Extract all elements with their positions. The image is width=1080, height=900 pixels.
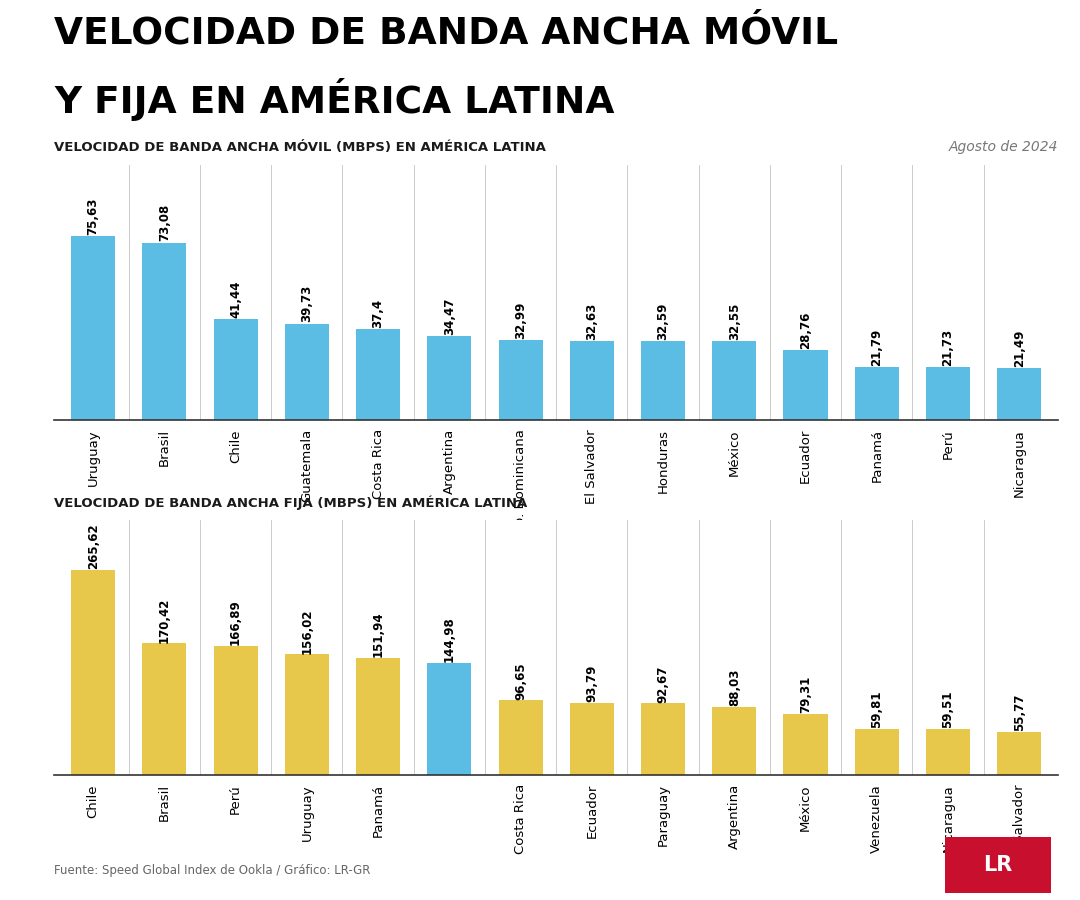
Text: 73,08: 73,08 [158,204,171,241]
Bar [428,663,472,775]
Text: 75,63: 75,63 [86,198,99,235]
Bar [71,570,116,775]
Text: 39,73: 39,73 [300,285,313,322]
Text: 151,94: 151,94 [372,611,384,657]
Bar [71,237,116,420]
Text: LR: LR [983,855,1013,875]
Text: 55,77: 55,77 [1013,694,1026,731]
Bar [997,732,1041,775]
Text: 37,4: 37,4 [372,299,384,328]
Bar [712,341,756,420]
Text: Y FIJA EN AMÉRICA LATINA: Y FIJA EN AMÉRICA LATINA [54,77,615,121]
Bar [143,644,187,775]
Text: 79,31: 79,31 [799,676,812,713]
Text: 59,51: 59,51 [942,690,955,728]
Text: VELOCIDAD DE BANDA ANCHA FIJA (MBPS) EN AMÉRICA LATINA: VELOCIDAD DE BANDA ANCHA FIJA (MBPS) EN … [54,495,527,509]
Bar [783,350,827,420]
Text: 41,44: 41,44 [229,281,242,318]
Bar [214,646,258,775]
Text: 21,79: 21,79 [870,328,883,366]
Text: 21,73: 21,73 [942,328,955,366]
Text: Colombia: Colombia [443,785,456,854]
Bar [640,704,685,775]
Text: 32,63: 32,63 [585,302,598,339]
Text: 96,65: 96,65 [514,662,527,699]
Bar [499,700,542,775]
Bar [570,703,613,775]
Bar [854,729,899,775]
Text: 59,81: 59,81 [870,690,883,728]
Text: 34,47: 34,47 [443,298,456,335]
Bar [997,368,1041,420]
Text: 32,59: 32,59 [657,302,670,339]
Bar [143,242,187,420]
Bar [926,367,970,420]
Text: Agosto de 2024: Agosto de 2024 [949,140,1058,155]
Bar [428,337,472,420]
Text: 32,99: 32,99 [514,302,527,338]
Bar [854,367,899,420]
Text: 144,98: 144,98 [443,616,456,662]
Bar [499,340,542,420]
Bar [783,714,827,775]
Bar [285,323,329,420]
Bar [926,729,970,775]
Text: 28,76: 28,76 [799,311,812,349]
Text: VELOCIDAD DE BANDA ANCHA MÓVIL (MBPS) EN AMÉRICA LATINA: VELOCIDAD DE BANDA ANCHA MÓVIL (MBPS) EN… [54,141,545,154]
Bar [356,329,401,420]
Text: 88,03: 88,03 [728,669,741,707]
Text: 93,79: 93,79 [585,664,598,702]
Bar [356,658,401,775]
Bar [285,654,329,775]
Bar [712,707,756,775]
Text: Fuente: Speed Global Index de Ookla / Gráfico: LR-GR: Fuente: Speed Global Index de Ookla / Gr… [54,864,370,878]
Bar [570,341,613,420]
Bar [214,320,258,420]
Text: VELOCIDAD DE BANDA ANCHA MÓVIL: VELOCIDAD DE BANDA ANCHA MÓVIL [54,16,838,52]
Text: 170,42: 170,42 [158,598,171,643]
Text: 92,67: 92,67 [657,665,670,703]
FancyBboxPatch shape [941,835,1055,895]
Text: 166,89: 166,89 [229,599,242,645]
Text: 32,55: 32,55 [728,302,741,339]
Bar [640,341,685,420]
Text: 156,02: 156,02 [300,608,313,653]
Text: 21,49: 21,49 [1013,329,1026,366]
Text: 265,62: 265,62 [86,524,99,569]
